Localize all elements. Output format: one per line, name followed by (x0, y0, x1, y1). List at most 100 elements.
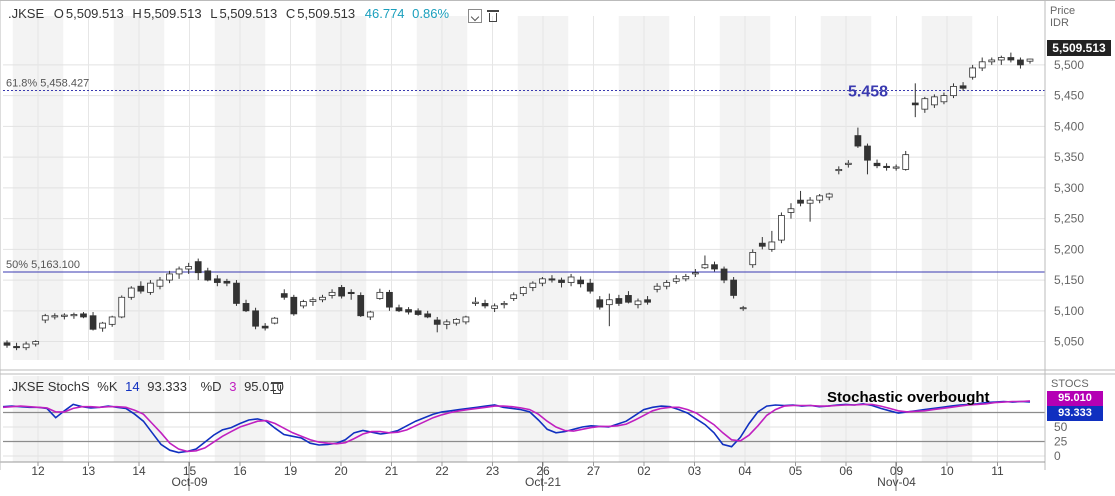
candle-body (204, 270, 212, 281)
candle-body (988, 59, 996, 63)
price-tick-label: 5,500 (1054, 58, 1084, 72)
price-axis-title: Price IDR (1050, 5, 1075, 29)
candle-body (3, 342, 11, 346)
stoch-series-d (2, 400, 1031, 453)
candle-body (519, 287, 527, 294)
candle-body (873, 162, 881, 167)
x-tick-label: 12 (31, 464, 45, 478)
price-tick-label: 5,200 (1054, 242, 1084, 256)
month-label: Oct-09 (171, 475, 207, 489)
stoch-k-period: 14 (125, 379, 140, 394)
price-header: .JKSE O 5,509.513 H 5,509.513 L 5,509.513 C… (8, 6, 449, 21)
price-tick-label: 5,400 (1054, 119, 1084, 133)
candle-body (481, 303, 489, 307)
stoch-annotation: Stochastic overbought (827, 389, 990, 406)
x-tick-label: 14 (132, 464, 146, 478)
trash-icon[interactable] (487, 10, 499, 22)
stoch-tick-label: 50 (1054, 420, 1068, 434)
candle-body (778, 215, 785, 241)
candle-body (319, 296, 326, 301)
candle-body (185, 266, 193, 270)
price-tick-label: 5,450 (1054, 89, 1084, 103)
stochastic-lines (2, 400, 1031, 454)
candle-body (625, 295, 632, 303)
candle-body (395, 307, 403, 312)
candle-body (452, 319, 460, 324)
candle-body (844, 162, 852, 165)
symbol-label: .JKSE (8, 6, 45, 21)
candle-body (510, 294, 518, 299)
low-label: L (210, 6, 218, 21)
candle-body (892, 166, 900, 169)
change-value: 46.774 (364, 6, 405, 21)
x-tick-label: 04 (738, 464, 752, 478)
last-price-tag: 5,509.513 (1047, 40, 1111, 56)
candle-body (596, 299, 604, 308)
candle-body (911, 102, 919, 106)
candle-body (156, 279, 164, 287)
candle-body (615, 298, 623, 304)
chevron-down-icon[interactable] (468, 9, 482, 23)
candle-body (491, 305, 498, 309)
candle-body (1017, 59, 1024, 66)
price-tick-label: 5,250 (1054, 212, 1084, 226)
candle-body (261, 325, 269, 329)
candle-body (233, 282, 240, 304)
candle-body (1026, 58, 1034, 62)
candle-body (166, 273, 173, 281)
candle-body (816, 195, 824, 201)
stoch-tick-label: 0 (1054, 449, 1061, 463)
candle-body (577, 279, 585, 285)
high-value: 5,509.513 (143, 6, 202, 21)
price-tick-label: 5,100 (1054, 304, 1084, 318)
candle-body (472, 301, 479, 304)
x-tick-label: 10 (940, 464, 954, 478)
x-tick-label: 27 (587, 464, 601, 478)
candle-body (80, 313, 87, 318)
candle-body (194, 261, 202, 274)
candle-body (586, 282, 594, 292)
x-tick-label: 15 (183, 464, 197, 478)
month-label: Nov-04 (877, 475, 916, 489)
candle-body (663, 282, 671, 287)
candle-body (1007, 57, 1015, 61)
fib-label-0: 61.8% 5,458.427 (6, 77, 89, 89)
candle-body (787, 208, 795, 213)
x-tick-label: 20 (334, 464, 348, 478)
x-tick-label: 22 (435, 464, 449, 478)
candle-body (711, 264, 718, 270)
candle-body (644, 299, 651, 303)
candle-body (347, 291, 355, 294)
candle-body (366, 311, 374, 318)
candle-body (806, 199, 814, 204)
x-tick-label: 16 (233, 464, 247, 478)
price-axis-title-line1: Price (1050, 5, 1076, 17)
candle-body (902, 154, 910, 170)
stoch-trash-icon[interactable] (271, 382, 283, 394)
candle-body (682, 275, 690, 280)
candle-body (127, 287, 135, 298)
candle-body (758, 242, 766, 247)
stoch-d-period: 3 (229, 379, 237, 394)
candle-body (978, 61, 986, 69)
price-tick-label: 5,050 (1054, 335, 1084, 349)
candle-body (500, 303, 508, 306)
candle-body (99, 322, 106, 329)
x-tick-label: 21 (385, 464, 399, 478)
x-tick-label: 06 (839, 464, 853, 478)
candle-body (147, 282, 154, 293)
candle-body (51, 315, 59, 318)
candle-body (32, 341, 40, 345)
candle-body (137, 285, 145, 292)
candle-body (797, 199, 804, 204)
chart-frame (0, 0, 1115, 470)
x-tick-label: 02 (637, 464, 651, 478)
candle-body (969, 67, 976, 78)
candle-body (13, 346, 20, 349)
x-tick-label: 09 (890, 464, 904, 478)
candle-body (854, 135, 862, 147)
candle-body (605, 299, 613, 306)
candle-body (443, 321, 451, 325)
